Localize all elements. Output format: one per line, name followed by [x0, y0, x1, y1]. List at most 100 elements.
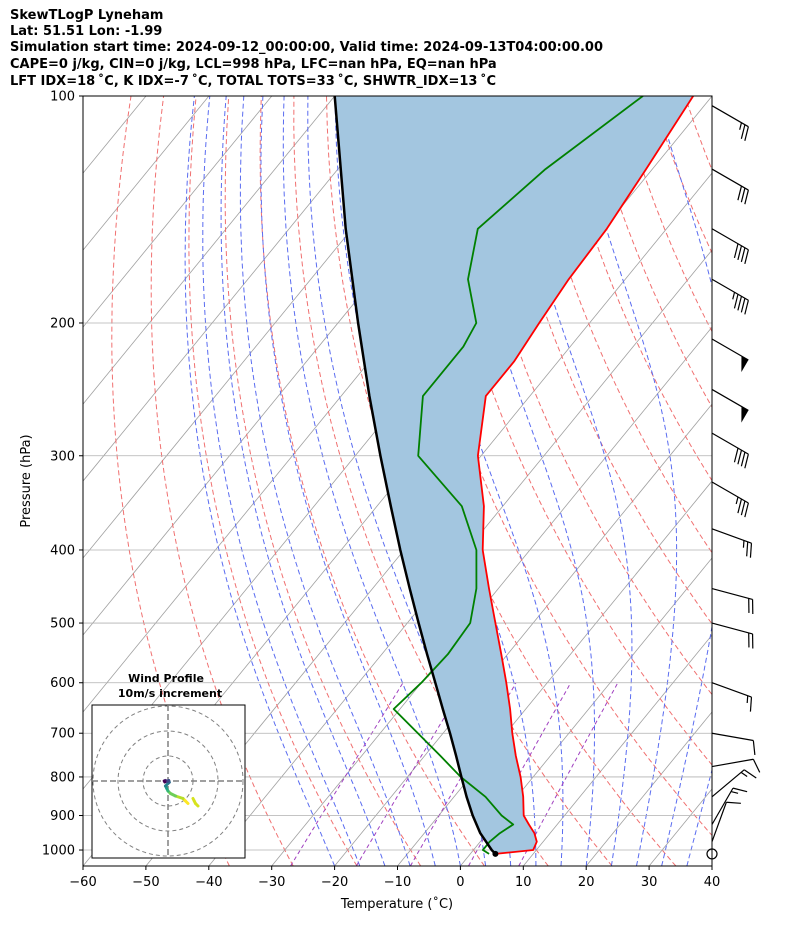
title-line-1: SkewTLogP Lyneham — [10, 8, 164, 23]
wind-barb-staff — [711, 528, 752, 544]
isotherm-line — [208, 249, 712, 866]
wind-barb-half — [735, 496, 739, 505]
wind-barb-pennant — [741, 355, 749, 373]
wind-barb-pennant — [741, 406, 749, 423]
wind-barb-full — [737, 185, 743, 201]
wind-barb-staff — [711, 758, 754, 768]
wind-barb — [711, 388, 749, 423]
wind-barb-full — [752, 740, 756, 756]
wind-barb-staff — [711, 432, 749, 455]
wind-barb-full — [733, 243, 739, 259]
wind-barb-full — [740, 500, 746, 516]
wind-barb — [711, 338, 749, 373]
mixing-ratio-line — [355, 682, 466, 866]
dry-adiabat-line — [783, 96, 794, 866]
wind-barb-full — [732, 787, 748, 793]
y-tick-label: 1000 — [42, 844, 75, 859]
wind-barb-staff — [711, 168, 749, 191]
dry-adiabat-line — [391, 96, 712, 837]
x-tick-label: −60 — [69, 875, 96, 890]
wind-barb-full — [740, 187, 746, 203]
y-axis-label: Pressure (hPa) — [19, 434, 34, 527]
wind-barb — [711, 587, 754, 614]
wind-barb — [711, 228, 749, 265]
y-tick-label: 200 — [50, 316, 75, 331]
hodograph-trace-upper — [191, 797, 196, 803]
moist-adiabat-line — [202, 96, 361, 866]
wind-barb — [711, 758, 761, 773]
wind-barb — [711, 769, 757, 798]
moist-adiabat-line — [711, 864, 712, 866]
title-line-2: Lat: 51.51 Lon: -1.99 — [10, 24, 163, 39]
dewpoint-line — [392, 96, 644, 855]
x-tick-label: 20 — [578, 875, 595, 890]
wind-barb-full — [749, 543, 753, 558]
wind-barb — [711, 168, 749, 205]
dry-adiabat-line — [750, 96, 794, 866]
wind-barb-full — [737, 245, 743, 261]
moist-adiabat-line — [220, 96, 386, 866]
wind-barb-staff — [711, 622, 753, 635]
wind-barb-staff — [711, 105, 749, 128]
moist-adiabat-line — [282, 96, 461, 866]
y-tick-label: 500 — [50, 617, 75, 632]
wind-barb — [711, 682, 753, 712]
profile-series — [333, 96, 694, 857]
wind-barb-full — [743, 769, 757, 779]
wind-barb-full — [740, 452, 746, 467]
x-tick-label: −40 — [195, 875, 222, 890]
isotherm-line — [271, 326, 712, 866]
title-line-4: CAPE=0 j/kg, CIN=0 j/kg, LCL=998 hPa, LF… — [10, 57, 497, 72]
y-tick-label: 600 — [50, 676, 75, 691]
x-tick-label: −20 — [321, 875, 348, 890]
wind-barb-staff — [711, 769, 745, 798]
mixing-ratio-line — [290, 682, 404, 866]
moist-adiabat-line — [655, 96, 712, 866]
dry-adiabat-line — [358, 96, 677, 866]
dry-adiabat-line — [188, 96, 358, 866]
isotherm-line — [460, 557, 712, 866]
wind-barb-staff — [711, 587, 753, 600]
x-tick-label: 10 — [515, 875, 532, 890]
isotherm-line — [334, 403, 712, 866]
isotherm-line — [83, 96, 273, 328]
wind-barb-full — [726, 801, 741, 804]
wind-barb-full — [749, 697, 753, 712]
wind-barb-full — [744, 126, 749, 141]
hodograph-trace — [162, 779, 167, 784]
wind-barb-staff — [711, 802, 727, 842]
wind-barb-half — [740, 771, 748, 777]
isotherm-line — [775, 96, 794, 866]
moist-adiabat-line — [737, 96, 794, 866]
y-axis-ticks: 100 200 300 400 500 600 700 800 900 1000 — [42, 90, 83, 859]
wind-barb-full — [744, 454, 749, 469]
dry-adiabat-line — [488, 96, 712, 625]
wind-barb-full — [744, 249, 749, 265]
wind-barb-full — [740, 298, 746, 313]
y-tick-label: 900 — [50, 809, 75, 824]
wind-barb — [711, 787, 748, 825]
wind-barb-staff — [711, 278, 749, 301]
moist-adiabat-line — [260, 96, 436, 866]
title-line-5: LFT IDX=18 ˚C, K IDX=-7 ˚C, TOTAL TOTS=3… — [10, 74, 497, 89]
wind-barb-half — [730, 791, 739, 794]
dry-adiabat-line — [224, 96, 422, 866]
y-tick-label: 300 — [50, 449, 75, 464]
wind-barb-half — [746, 695, 749, 704]
wind-barb-full — [733, 294, 739, 309]
cape-cin-shading — [334, 96, 694, 854]
wind-barb — [711, 105, 749, 141]
wind-barb-staff — [711, 787, 734, 825]
hodograph-inset: Wind Profile 10m/s increment — [91, 672, 246, 859]
wind-barb-full — [740, 124, 746, 139]
wind-barb — [711, 432, 749, 469]
wind-barb-full — [744, 300, 749, 315]
wind-barb-full — [737, 296, 743, 311]
isotherm-line — [83, 96, 84, 97]
dry-adiabat-line — [619, 96, 712, 333]
wind-barb-half — [742, 540, 745, 548]
x-tick-label: −30 — [258, 875, 285, 890]
wind-barb-full — [737, 498, 743, 514]
